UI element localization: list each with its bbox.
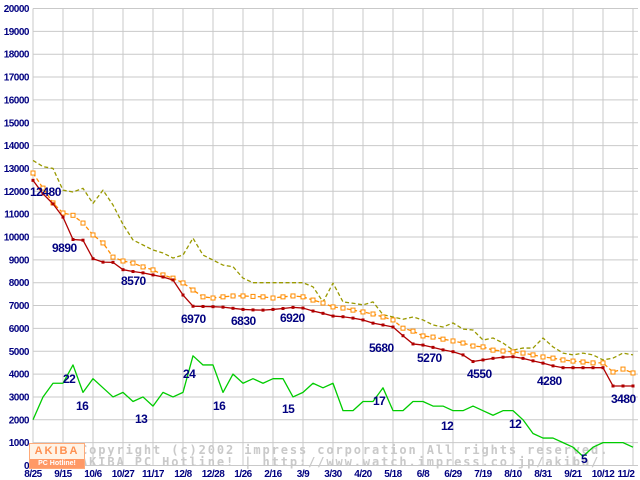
svg-text:2000: 2000 [9,415,30,426]
svg-text:9000: 9000 [9,255,30,266]
svg-text:13000: 13000 [4,164,30,175]
svg-text:15: 15 [282,402,295,416]
svg-text:18000: 18000 [4,50,30,61]
svg-text:11/17: 11/17 [142,469,165,480]
svg-text:11000: 11000 [4,210,30,221]
svg-text:12/28: 12/28 [202,469,225,480]
svg-text:5: 5 [581,452,588,466]
svg-text:3000: 3000 [9,392,30,403]
svg-text:22: 22 [63,372,76,386]
akiba-logo-title: AKIBA [34,445,80,457]
svg-text:4/20: 4/20 [354,469,372,480]
svg-text:17: 17 [373,394,386,408]
svg-text:9/15: 9/15 [54,469,72,480]
svg-text:12: 12 [509,417,522,431]
svg-text:13: 13 [135,412,148,426]
x-axis-labels: 8/25 9/15 10/6 10/27 11/17 12/8 12/28 1/26 2/16 3… [24,469,636,480]
point-labels: 12480 9890 8570 6970 6830 6920 5680 5270 4550 428… [30,185,637,466]
svg-text:8/10: 8/10 [504,469,522,480]
svg-text:12000: 12000 [4,187,30,198]
svg-text:24: 24 [183,367,196,381]
series-shop-count [32,355,634,458]
svg-text:5000: 5000 [9,347,30,358]
svg-text:6830: 6830 [231,314,257,328]
svg-text:6920: 6920 [280,311,306,325]
svg-text:6000: 6000 [9,324,30,335]
svg-text:6/29: 6/29 [444,469,462,480]
svg-text:7/19: 7/19 [474,469,492,480]
svg-text:12: 12 [441,419,454,433]
svg-text:12/8: 12/8 [174,469,192,480]
svg-text:3480: 3480 [611,392,637,406]
akiba-pc-hotline-logo: AKIBA PC Hotline! [29,443,85,469]
svg-text:10/12: 10/12 [592,469,615,480]
svg-text:9890: 9890 [52,241,78,255]
svg-text:10/6: 10/6 [84,469,102,480]
svg-text:15000: 15000 [4,118,30,129]
svg-text:7000: 7000 [9,301,30,312]
grid [32,8,638,466]
svg-text:1000: 1000 [9,438,30,449]
svg-text:16000: 16000 [4,95,30,106]
svg-text:11/2: 11/2 [618,469,636,480]
svg-text:1/26: 1/26 [234,469,252,480]
watermark-line1: Copyright (c)2002 impress corporation Al… [80,443,610,457]
svg-text:6970: 6970 [181,312,207,326]
svg-text:3/9: 3/9 [297,469,310,480]
svg-text:12480: 12480 [30,185,62,199]
svg-text:10000: 10000 [4,233,30,244]
svg-text:6/8: 6/8 [417,469,430,480]
svg-text:8/31: 8/31 [534,469,552,480]
svg-text:16: 16 [76,399,89,413]
svg-text:8/25: 8/25 [24,469,42,480]
svg-text:3/30: 3/30 [324,469,342,480]
svg-text:0: 0 [24,461,30,472]
svg-text:20000: 20000 [4,4,30,15]
svg-text:4000: 4000 [9,370,30,381]
svg-text:5680: 5680 [369,341,395,355]
svg-text:17000: 17000 [4,73,30,84]
svg-text:8570: 8570 [121,274,147,288]
svg-text:5270: 5270 [417,351,443,365]
svg-text:14000: 14000 [4,141,30,152]
svg-text:19000: 19000 [4,27,30,38]
svg-text:10/27: 10/27 [112,469,135,480]
svg-text:4280: 4280 [537,374,563,388]
svg-text:16: 16 [213,399,226,413]
svg-text:8000: 8000 [9,278,30,289]
akiba-logo-subtitle: PC Hotline! [30,459,84,468]
series-highest-price [32,159,634,361]
y-axis-labels: 0 1000 2000 3000 4000 5000 6000 7000 8000 9000 100… [4,4,31,472]
svg-text:9/21: 9/21 [564,469,582,480]
svg-text:4550: 4550 [467,367,493,381]
series-lowest-price [31,178,635,388]
svg-text:5/18: 5/18 [384,469,402,480]
svg-text:2/16: 2/16 [264,469,282,480]
